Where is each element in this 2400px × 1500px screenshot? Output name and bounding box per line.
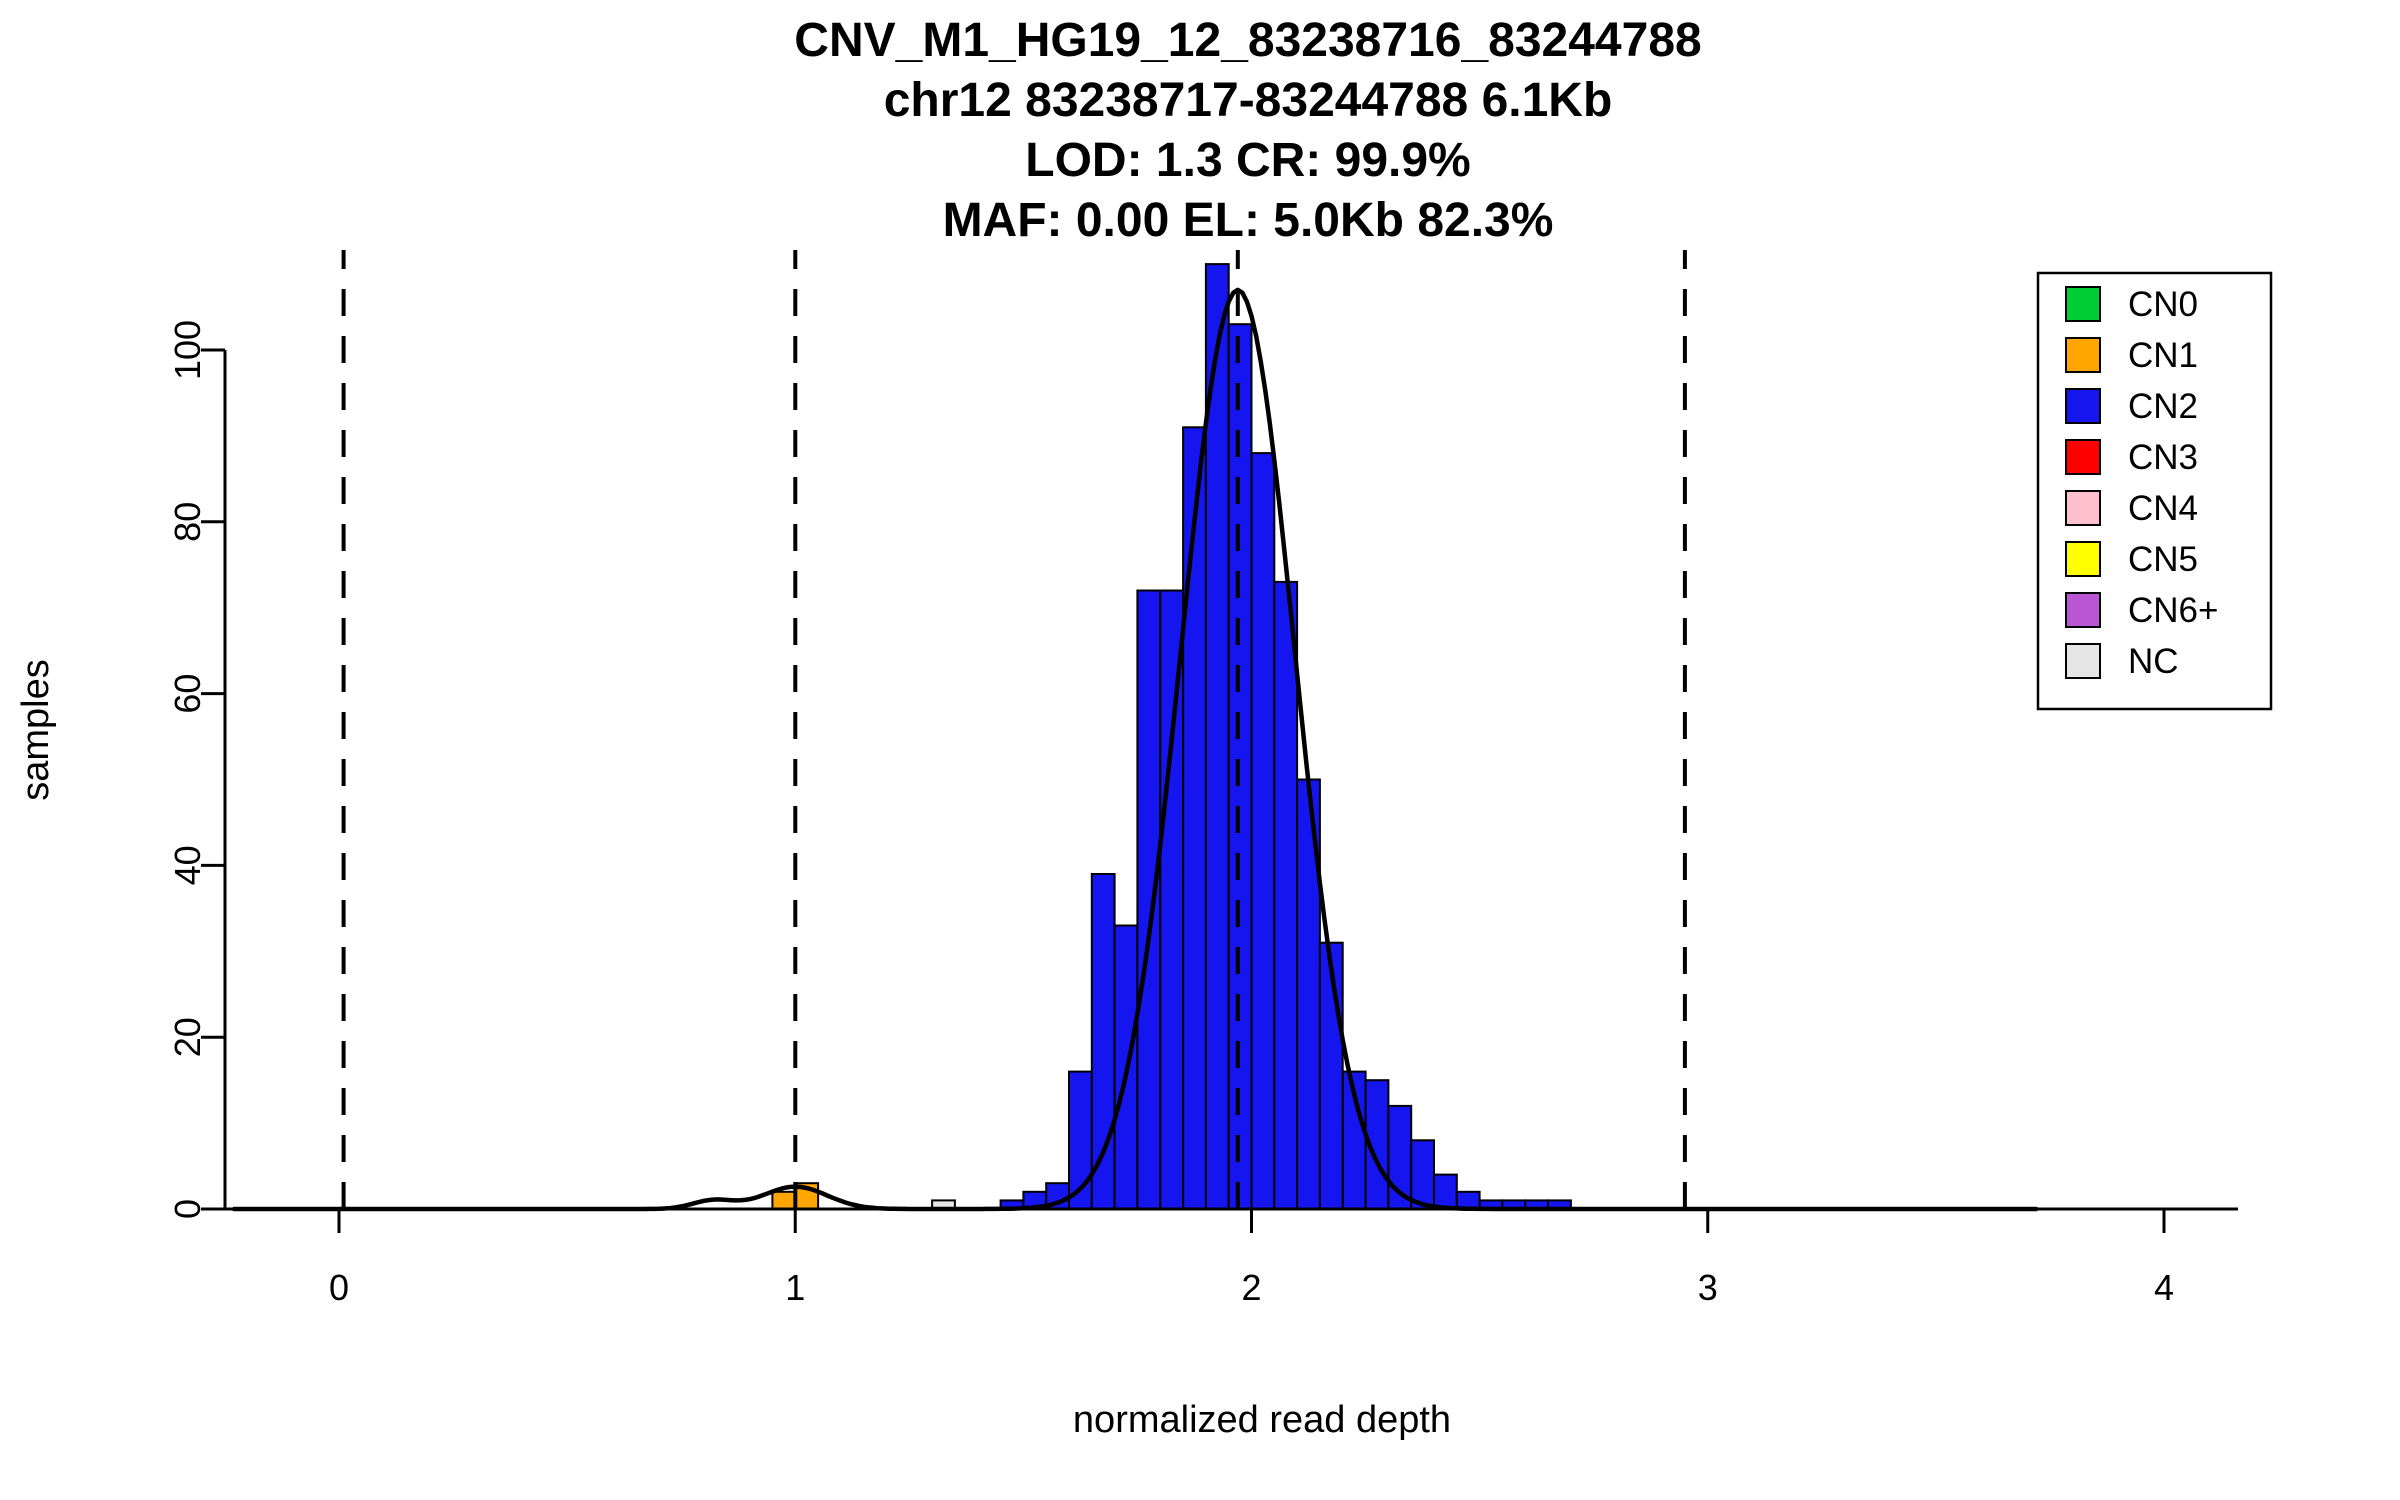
y-tick-label: 20 <box>167 1017 208 1057</box>
histogram-bar-cn2 <box>1227 323 1253 1210</box>
chart-title-line1: CNV_M1_HG19_12_83238716_83244788 <box>794 14 1701 67</box>
x-tick-label: 2 <box>1241 1267 1261 1308</box>
x-axis-label: normalized read depth <box>1073 1399 1451 1441</box>
y-tick-label: 60 <box>167 674 208 714</box>
histogram-bar-cn1 <box>771 1190 797 1211</box>
legend-swatch-cn6plus <box>2065 592 2101 628</box>
legend-label-cn4: CN4 <box>2128 489 2198 528</box>
chart-title-line2: chr12 83238717-83244788 6.1Kb <box>884 74 1613 127</box>
legend-swatch-cn2 <box>2065 388 2101 424</box>
legend-label-cn2: CN2 <box>2128 387 2198 426</box>
histogram-bar-cn2 <box>1136 589 1162 1210</box>
legend-swatch-cn1 <box>2065 337 2101 373</box>
histogram-bar-cn2 <box>1433 1173 1458 1210</box>
legend-group: CN0 CN1 CN2 CN3 CN4 CN5 CN6+ NC <box>2036 271 2273 711</box>
legend-swatch-cn4 <box>2065 490 2101 526</box>
legend-swatch-cn5 <box>2065 541 2101 577</box>
x-tick-label: 4 <box>2154 1267 2174 1308</box>
legend-label-cn3: CN3 <box>2128 438 2198 477</box>
chart-title-line4: MAF: 0.00 EL: 5.0Kb 82.3% <box>943 194 1554 247</box>
legend-label-cn5: CN5 <box>2128 540 2198 579</box>
legend-label-nc: NC <box>2128 642 2179 681</box>
y-axis-label: samples <box>15 659 57 801</box>
x-tick-label: 1 <box>785 1267 805 1308</box>
y-tick-label: 80 <box>167 502 208 542</box>
legend-label-cn1: CN1 <box>2128 336 2198 375</box>
legend-swatch-cn3 <box>2065 439 2101 475</box>
histogram-bars-group <box>771 263 1572 1211</box>
chart-title-block: CNV_M1_HG19_12_83238716_83244788 chr12 8… <box>794 14 1701 247</box>
chart-title-line3: LOD: 1.3 CR: 99.9% <box>1025 134 1470 187</box>
legend-label-cn6plus: CN6+ <box>2128 591 2218 630</box>
histogram-bar-cn2 <box>1090 873 1116 1210</box>
copy-number-dashed-lines-group <box>341 250 1687 1209</box>
y-tick-label: 0 <box>167 1199 208 1219</box>
histogram-bar-cn2 <box>1410 1139 1435 1211</box>
legend-label-cn0: CN0 <box>2128 285 2198 324</box>
legend-swatch-nc <box>2065 643 2101 679</box>
histogram-bar-cn2 <box>1182 426 1207 1210</box>
x-tick-label: 0 <box>329 1267 349 1308</box>
y-tick-label: 40 <box>167 845 208 885</box>
legend-swatch-cn0 <box>2065 286 2101 322</box>
x-tick-label: 3 <box>1698 1267 1718 1308</box>
y-tick-label: 100 <box>167 320 208 380</box>
histogram-bar-cn2 <box>1250 452 1276 1211</box>
histogram-bar-cn2 <box>1273 580 1299 1210</box>
